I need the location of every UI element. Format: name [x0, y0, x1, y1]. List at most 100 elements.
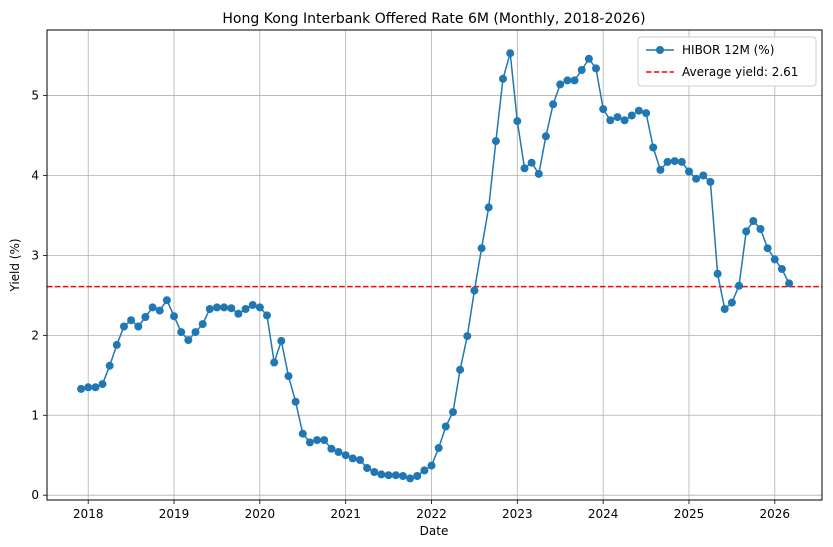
- data-point: [413, 472, 422, 480]
- y-tick-label: 0: [31, 488, 39, 502]
- data-point: [105, 361, 114, 370]
- data-point: [305, 438, 314, 447]
- data-point: [620, 116, 629, 125]
- data-point: [770, 255, 779, 264]
- data-point: [656, 165, 665, 174]
- data-point: [298, 429, 307, 438]
- data-point: [470, 286, 479, 295]
- data-point: [327, 444, 336, 453]
- data-point: [477, 244, 486, 253]
- y-tick-label: 4: [31, 168, 39, 182]
- data-point: [398, 472, 407, 480]
- data-point: [148, 303, 157, 312]
- data-point: [756, 225, 765, 233]
- data-point: [584, 54, 593, 63]
- series-line: [80, 52, 790, 480]
- data-point: [84, 383, 93, 392]
- data-point: [785, 279, 794, 288]
- data-point: [112, 340, 121, 349]
- x-axis: 2018 2019 2020 2021 2022 2023 2024 2025 2026: [73, 500, 790, 521]
- x-tick-label: 2021: [330, 507, 361, 521]
- data-point: [427, 461, 436, 470]
- data-point: [91, 383, 100, 392]
- data-point: [334, 448, 343, 456]
- data-point: [241, 305, 250, 313]
- y-tick-label: 5: [31, 89, 39, 103]
- data-point: [506, 49, 515, 58]
- y-axis: 0 1 2 3 4 5: [31, 89, 47, 502]
- data-point: [227, 304, 236, 313]
- data-point: [627, 111, 636, 120]
- data-point: [98, 380, 107, 389]
- data-point: [699, 171, 708, 180]
- data-point: [484, 203, 493, 212]
- data-point: [234, 309, 243, 318]
- data-point: [277, 336, 286, 345]
- data-point: [370, 468, 379, 476]
- data-point: [563, 76, 572, 85]
- series-layer: [77, 49, 794, 483]
- data-point: [491, 137, 500, 146]
- data-point: [263, 311, 271, 320]
- legend: HIBOR 12M (%) Average yield: 2.61: [637, 36, 817, 87]
- x-tick-label: 2022: [416, 507, 447, 521]
- legend-label-hibor: HIBOR 12M (%): [682, 43, 774, 57]
- data-point: [356, 456, 364, 464]
- y-tick-label: 2: [31, 328, 39, 342]
- data-point: [742, 227, 751, 236]
- data-point: [606, 116, 615, 125]
- data-point: [320, 436, 329, 445]
- data-point: [377, 470, 386, 479]
- data-point: [441, 422, 450, 431]
- data-point: [456, 365, 465, 374]
- data-point: [205, 305, 214, 313]
- data-point: [449, 408, 457, 417]
- data-point: [749, 217, 758, 225]
- data-point: [363, 464, 372, 472]
- data-point: [599, 105, 608, 114]
- data-point: [663, 157, 672, 166]
- data-point: [513, 117, 522, 126]
- data-point: [162, 296, 171, 305]
- y-axis-title: Yield (%): [8, 238, 22, 292]
- data-point: [248, 301, 257, 309]
- x-tick-label: 2024: [588, 507, 619, 521]
- y-tick-label: 1: [31, 408, 39, 422]
- x-tick-label: 2025: [674, 507, 705, 521]
- data-point: [677, 157, 686, 166]
- data-point: [670, 157, 679, 166]
- data-point: [420, 466, 429, 475]
- data-point: [777, 265, 786, 273]
- data-point: [613, 113, 622, 122]
- plot-frame: [46, 29, 823, 501]
- legend-label-average: Average yield: 2.61: [682, 65, 798, 79]
- data-point: [534, 169, 543, 178]
- data-point: [541, 132, 550, 141]
- data-point: [763, 244, 772, 253]
- data-point: [735, 281, 743, 290]
- data-point: [255, 303, 264, 312]
- data-point: [348, 454, 357, 463]
- x-tick-label: 2019: [159, 507, 190, 521]
- data-point: [141, 313, 150, 321]
- data-point: [720, 305, 729, 313]
- data-point: [570, 76, 579, 85]
- data-point: [527, 158, 536, 167]
- data-point: [77, 384, 86, 393]
- data-point: [127, 316, 136, 325]
- legend-box: [637, 36, 817, 87]
- x-axis-title: Date: [420, 524, 449, 538]
- data-point: [313, 436, 322, 445]
- data-point: [177, 328, 186, 337]
- x-tick-label: 2026: [760, 507, 791, 521]
- data-point: [284, 372, 293, 381]
- data-point: [592, 64, 600, 73]
- data-point: [499, 74, 507, 83]
- data-point: [341, 451, 350, 460]
- data-point: [198, 320, 207, 329]
- data-point: [220, 303, 229, 312]
- x-tick-label: 2018: [73, 507, 104, 521]
- data-point: [685, 167, 693, 176]
- data-point: [184, 336, 193, 345]
